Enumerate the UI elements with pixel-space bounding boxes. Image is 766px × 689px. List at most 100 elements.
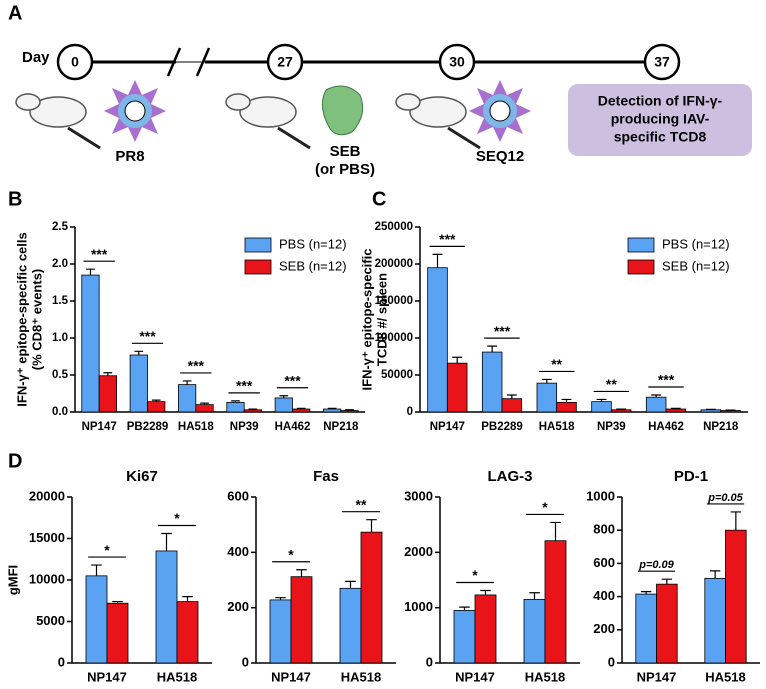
y-tick-label: 1000 bbox=[404, 599, 433, 614]
bar bbox=[129, 354, 148, 413]
bar bbox=[178, 384, 197, 413]
significance-label: p=0.05 bbox=[707, 492, 743, 504]
seb-icon bbox=[322, 85, 364, 136]
error-bar bbox=[506, 394, 517, 399]
bar bbox=[474, 594, 497, 664]
significance-label: *** bbox=[658, 372, 675, 388]
day-label: Day bbox=[22, 49, 50, 66]
error-bar bbox=[616, 408, 627, 410]
bar bbox=[700, 409, 722, 413]
y-tick-label: 0 bbox=[426, 654, 433, 669]
y-tick-label: 0.5 bbox=[52, 369, 69, 381]
break-mark bbox=[195, 47, 211, 77]
y-axis-label: TCD8 #/ spleen bbox=[374, 273, 389, 366]
error-bar bbox=[161, 532, 172, 551]
legend-swatch bbox=[627, 259, 655, 275]
error-bar bbox=[275, 597, 286, 600]
legend-swatch bbox=[244, 237, 272, 253]
y-axis-label: IFN-γ⁺ epitope-specific cells bbox=[14, 232, 29, 406]
x-tick-label: NP147 bbox=[637, 669, 677, 684]
y-tick-label: 600 bbox=[227, 488, 249, 503]
legend-label: PBS (n=12) bbox=[279, 236, 347, 251]
timeline: Day 0 27 30 37 PR8 SEB (or PBS) SEQ12 De… bbox=[15, 43, 752, 178]
significance-label: * bbox=[104, 542, 110, 558]
y-tick-label: 200 bbox=[227, 599, 249, 614]
bar bbox=[536, 382, 558, 413]
legend-label: PBS (n=12) bbox=[662, 236, 730, 251]
y-tick-label: 400 bbox=[593, 588, 615, 603]
bar bbox=[81, 274, 100, 413]
x-tick-label: NP218 bbox=[703, 421, 739, 433]
bar bbox=[446, 362, 468, 413]
error-bar bbox=[670, 407, 681, 410]
x-tick-label: NP218 bbox=[323, 421, 359, 433]
x-tick-label: NP39 bbox=[597, 421, 626, 433]
day-circle bbox=[438, 43, 476, 81]
y-tick-label: 2000 bbox=[404, 544, 433, 559]
y-tick-label: 3000 bbox=[404, 488, 433, 503]
chart-title: PD-1 bbox=[674, 468, 708, 485]
error-bar bbox=[709, 570, 721, 579]
error-bar bbox=[296, 569, 307, 577]
day-circle bbox=[643, 43, 681, 81]
x-tick-label: HA462 bbox=[275, 421, 311, 433]
bar bbox=[665, 408, 687, 413]
x-tick-label: NP147 bbox=[271, 669, 311, 684]
y-tick-label: 200000 bbox=[375, 258, 413, 270]
bar bbox=[556, 401, 577, 413]
error-bar bbox=[200, 402, 209, 405]
error-bar bbox=[345, 580, 356, 589]
bar bbox=[481, 351, 503, 413]
bar bbox=[323, 408, 342, 413]
bar bbox=[226, 401, 245, 413]
day: 0 bbox=[71, 54, 79, 70]
significance-label: *** bbox=[284, 372, 301, 388]
y-tick-label: 0 bbox=[242, 654, 249, 669]
virus-icon bbox=[104, 80, 531, 142]
error-bar bbox=[550, 521, 561, 541]
significance-label: p=0.09 bbox=[638, 559, 674, 571]
bar bbox=[610, 409, 632, 413]
error-bar bbox=[231, 400, 240, 403]
x-tick-label: HA518 bbox=[705, 669, 745, 684]
bar bbox=[243, 409, 262, 413]
y-axis-label: IFN-γ⁺ epitope-specific bbox=[359, 249, 374, 391]
error-bar bbox=[459, 606, 470, 611]
significance-label: *** bbox=[494, 323, 511, 339]
error-bar bbox=[561, 398, 572, 403]
bar bbox=[339, 587, 362, 664]
x-tick-label: PB2289 bbox=[127, 421, 169, 433]
significance-label: *** bbox=[91, 246, 108, 262]
y-tick-label: 0 bbox=[58, 654, 65, 669]
chart-title: LAG-3 bbox=[488, 468, 533, 485]
y-tick-label: 2.5 bbox=[52, 221, 69, 233]
error-bar bbox=[541, 378, 552, 384]
chart-title: Ki67 bbox=[126, 468, 158, 485]
bar bbox=[591, 401, 612, 413]
error-bar bbox=[345, 409, 354, 411]
x-tick-label: PB2289 bbox=[481, 421, 523, 433]
error-bar bbox=[248, 408, 258, 410]
significance-label: ** bbox=[356, 496, 367, 512]
y-tick-label: 10000 bbox=[29, 571, 65, 586]
significance-label: * bbox=[174, 510, 180, 526]
error-bar bbox=[366, 519, 377, 533]
y-axis-label: gMFI bbox=[5, 565, 20, 595]
error-bar bbox=[487, 345, 498, 353]
x-tick-label: NP147 bbox=[455, 669, 495, 684]
legend-label: SEB (n=12) bbox=[279, 258, 347, 273]
x-tick-label: NP39 bbox=[230, 421, 259, 433]
y-tick-label: 15000 bbox=[29, 530, 65, 545]
error-bar bbox=[480, 589, 491, 595]
panel-label: D bbox=[8, 450, 22, 472]
error-bar bbox=[279, 395, 289, 398]
bar bbox=[501, 398, 523, 413]
error-bar bbox=[182, 380, 192, 385]
bar bbox=[340, 410, 359, 413]
error-bar bbox=[651, 394, 662, 398]
x-tick-label: NP147 bbox=[87, 669, 127, 684]
bar bbox=[155, 550, 178, 664]
bar bbox=[290, 576, 313, 664]
error-bar bbox=[296, 407, 306, 410]
x-tick-label: HA518 bbox=[539, 421, 575, 433]
